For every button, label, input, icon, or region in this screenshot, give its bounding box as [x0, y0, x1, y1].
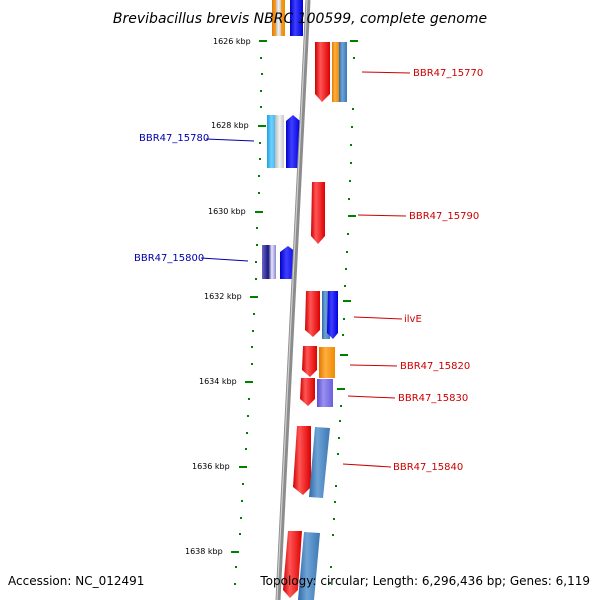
gene-label-ilve[interactable]: ilvE [404, 314, 422, 325]
leader-lines [200, 71, 411, 468]
genome-backbone [275, 0, 311, 600]
tick-label: 1638 kbp [185, 547, 223, 556]
gene-label-bbr47-15820[interactable]: BBR47_15820 [400, 361, 470, 372]
gene-bbr47-15830[interactable] [300, 378, 333, 407]
scale-track [234, 57, 355, 585]
tick-label: 1630 kbp [208, 207, 246, 216]
tick-marks [231, 40, 358, 553]
genome-backbone-highlight [276, 0, 308, 600]
gene-bottom-partial[interactable] [283, 531, 320, 600]
tick-label: 1634 kbp [199, 377, 237, 386]
gene-top-partial[interactable] [272, 0, 303, 36]
gene-label-bbr47-15800[interactable]: BBR47_15800 [134, 253, 204, 264]
gene-ilve[interactable] [305, 291, 338, 339]
gene-label-bbr47-15790[interactable]: BBR47_15790 [409, 211, 479, 222]
gene-bbr47-15780[interactable] [267, 115, 300, 168]
gene-bbr47-15840[interactable] [293, 426, 330, 498]
map-title: Brevibacillus brevis NBRC 100599, comple… [113, 11, 487, 27]
gene-label-bbr47-15830[interactable]: BBR47_15830 [398, 393, 468, 404]
gene-label-bbr47-15770[interactable]: BBR47_15770 [413, 68, 483, 79]
tick-label: 1628 kbp [211, 121, 249, 130]
tick-label: 1626 kbp [213, 37, 251, 46]
topology-text: Topology: circular; Length: 6,296,436 bp… [260, 574, 590, 588]
gene-bbr47-15770[interactable] [315, 42, 347, 102]
gene-label-bbr47-15840[interactable]: BBR47_15840 [393, 462, 463, 473]
gene-label-bbr47-15780[interactable]: BBR47_15780 [139, 133, 209, 144]
accession-text: Accession: NC_012491 [8, 574, 145, 588]
gene-bbr47-15800[interactable] [262, 245, 296, 279]
tick-label: 1636 kbp [192, 462, 230, 471]
tick-label: 1632 kbp [204, 292, 242, 301]
gene-bbr47-15790[interactable] [311, 182, 325, 244]
gene-bbr47-15820[interactable] [302, 346, 335, 378]
